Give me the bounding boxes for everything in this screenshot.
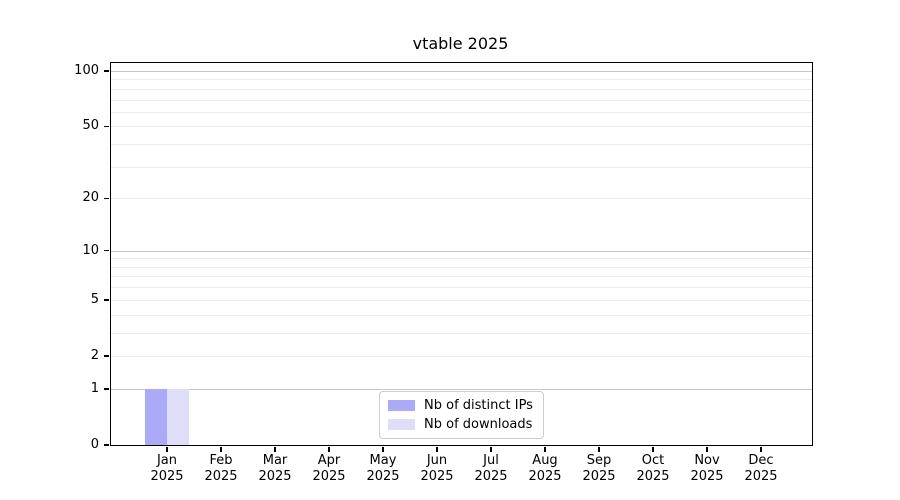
x-tick-label: Sep 2025: [582, 453, 616, 484]
y-tick-label: 10: [82, 242, 99, 258]
y-tick-label: 5: [90, 291, 99, 307]
x-tick-label: Mar 2025: [258, 453, 292, 484]
x-tick-label: Feb 2025: [204, 453, 238, 484]
minor-gridline: [111, 299, 812, 301]
legend-item-downloads: Nb of downloads: [388, 417, 533, 432]
y-tick-label: 0: [90, 437, 99, 452]
x-tick-mark: [706, 446, 708, 452]
minor-gridline: [111, 332, 812, 334]
minor-gridline: [111, 79, 812, 81]
y-tick-label: 100: [74, 63, 99, 78]
x-tick-mark: [760, 446, 762, 452]
x-tick-mark: [166, 446, 168, 452]
y-tick-mark: [104, 444, 109, 446]
x-tick-mark: [274, 446, 276, 452]
major-gridline: [111, 71, 812, 72]
x-tick-mark: [490, 446, 492, 452]
y-tick-mark: [104, 299, 109, 301]
x-tick-mark: [220, 446, 222, 452]
legend-label: Nb of downloads: [424, 417, 533, 432]
major-gridline: [111, 388, 812, 390]
minor-gridline: [111, 258, 812, 260]
y-tick-mark: [104, 355, 109, 357]
x-tick-label: Jul 2025: [474, 453, 508, 484]
x-tick-label: Jun 2025: [420, 453, 454, 484]
x-tick-label: Nov 2025: [690, 453, 724, 484]
x-tick-label: Dec 2025: [744, 453, 778, 484]
x-tick-mark: [328, 446, 330, 452]
legend-swatch-distinct-ips: [388, 400, 415, 411]
x-tick-label: Apr 2025: [312, 453, 346, 484]
y-tick-label: 1: [90, 380, 99, 396]
plot-area: Nb of distinct IPs Nb of downloads 0 1 2 5 1…: [74, 62, 813, 484]
x-tick-mark: [598, 446, 600, 452]
y-tick-label: 2: [90, 347, 99, 363]
minor-gridline: [111, 166, 812, 168]
minor-gridline: [111, 99, 812, 101]
y-tick-mark: [104, 125, 109, 128]
x-tick-mark: [436, 446, 438, 452]
chart-title: vtable 2025: [412, 34, 509, 53]
x-tick-mark: [544, 446, 546, 452]
major-gridline: [111, 250, 812, 252]
legend: Nb of distinct IPs Nb of downloads: [379, 391, 544, 439]
x-tick-mark: [652, 446, 654, 452]
y-tick-mark: [104, 197, 109, 200]
bar-nb-of-downloads: [167, 388, 189, 445]
minor-gridline: [111, 126, 812, 128]
minor-gridline: [111, 287, 812, 289]
x-tick-mark: [382, 446, 384, 452]
bar-nb-of-distinct-ips: [145, 388, 167, 445]
minor-gridline: [111, 314, 812, 316]
minor-gridline: [111, 266, 812, 268]
legend-swatch-downloads: [388, 419, 415, 430]
minor-gridline: [111, 144, 812, 146]
y-tick-mark: [104, 249, 109, 252]
legend-label: Nb of distinct IPs: [424, 398, 533, 413]
minor-gridline: [111, 88, 812, 90]
minor-gridline: [111, 111, 812, 113]
y-tick-mark: [104, 70, 109, 72]
minor-gridline: [111, 276, 812, 278]
x-tick-label: Jan 2025: [150, 453, 184, 484]
minor-gridline: [111, 198, 812, 200]
x-tick-label: Aug 2025: [528, 453, 562, 484]
y-tick-label: 50: [82, 118, 99, 134]
legend-item-distinct-ips: Nb of distinct IPs: [388, 398, 533, 413]
minor-gridline: [111, 355, 812, 357]
y-tick-label: 20: [82, 190, 99, 206]
x-tick-label: Oct 2025: [636, 453, 670, 484]
y-tick-mark: [104, 388, 109, 390]
x-tick-label: May 2025: [366, 453, 400, 484]
